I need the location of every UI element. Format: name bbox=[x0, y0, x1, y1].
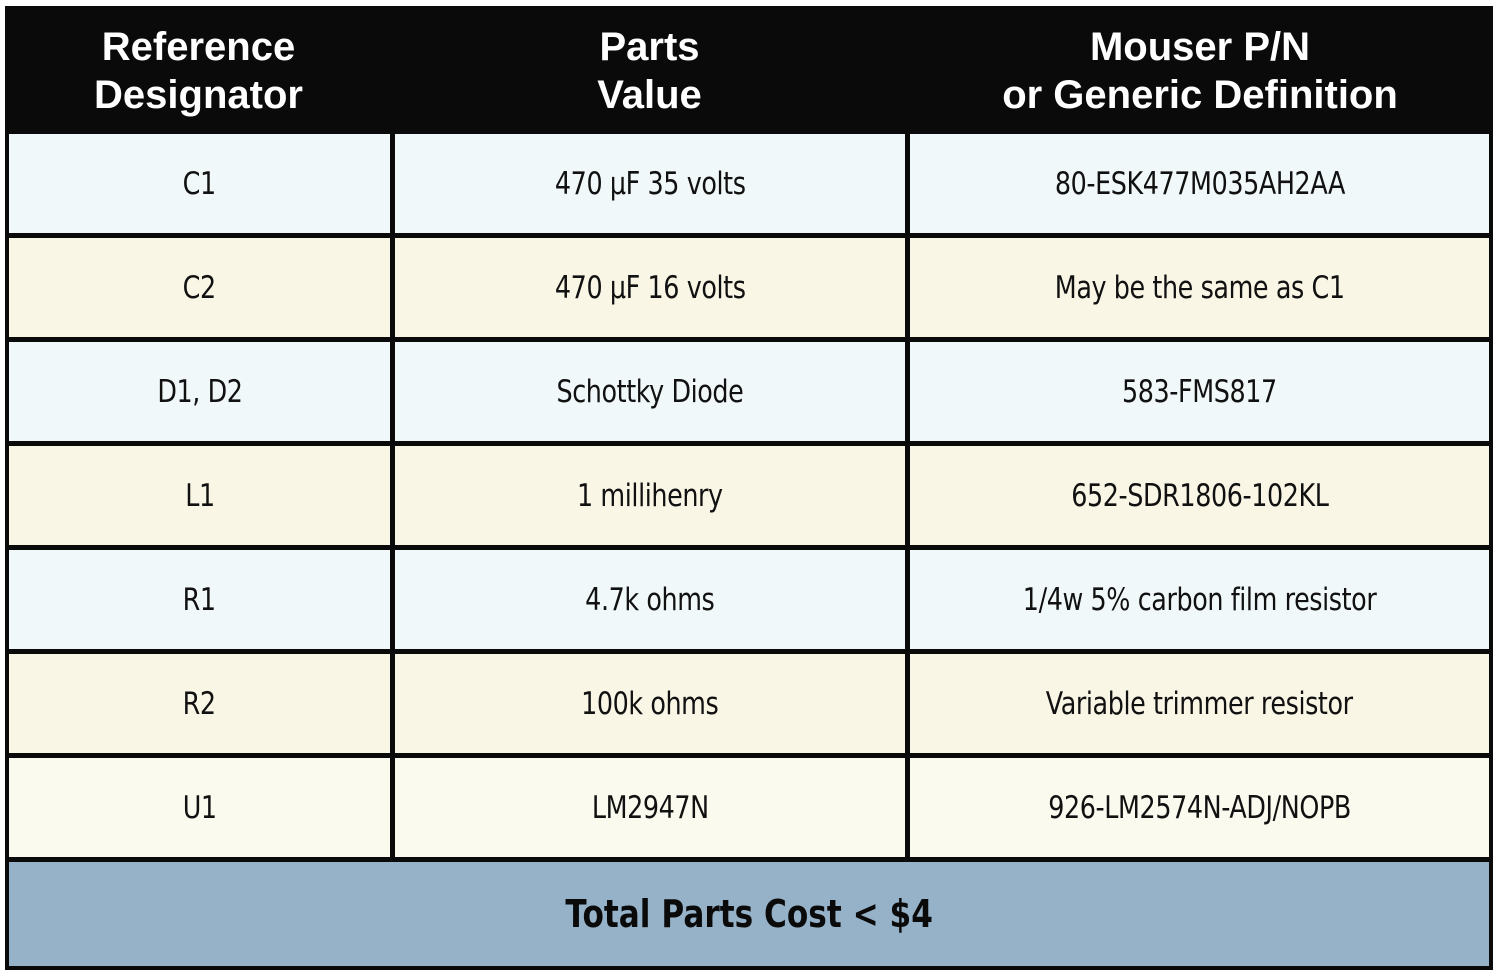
cell-text: 1 millihenry bbox=[577, 477, 723, 514]
cell-text: U1 bbox=[182, 789, 217, 826]
cell-part-number: 1/4w 5% carbon film resistor bbox=[910, 550, 1489, 649]
cell-part-number: 926-LM2574N-ADJ/NOPB bbox=[910, 758, 1489, 857]
cell-value: LM2947N bbox=[395, 758, 905, 857]
table-footer-total: Total Parts Cost < $4 bbox=[9, 862, 1489, 966]
cell-value: 1 millihenry bbox=[395, 446, 905, 545]
cell-part-number: 583-FMS817 bbox=[910, 342, 1489, 441]
table-row: C2 470 µF 16 volts May be the same as C1 bbox=[9, 238, 1489, 337]
cell-value: 100k ohms bbox=[395, 654, 905, 753]
total-cost-label: Total Parts Cost < $4 bbox=[565, 892, 933, 936]
cell-text: 1/4w 5% carbon film resistor bbox=[1022, 581, 1377, 618]
cell-text: 80-ESK477M035AH2AA bbox=[1054, 165, 1345, 202]
cell-text: L1 bbox=[184, 477, 215, 514]
cell-text: Variable trimmer resistor bbox=[1046, 685, 1353, 722]
cell-text: 652-SDR1806-102KL bbox=[1070, 477, 1329, 514]
table-row: D1, D2 Schottky Diode 583-FMS817 bbox=[9, 342, 1489, 441]
cell-value: 4.7k ohms bbox=[395, 550, 905, 649]
cell-part-number: Variable trimmer resistor bbox=[910, 654, 1489, 753]
cell-text: 470 µF 16 volts bbox=[554, 269, 746, 306]
cell-text: Schottky Diode bbox=[556, 373, 744, 410]
table-row: U1 LM2947N 926-LM2574N-ADJ/NOPB bbox=[9, 758, 1489, 857]
cell-text: R2 bbox=[182, 685, 217, 722]
cell-part-number: 652-SDR1806-102KL bbox=[910, 446, 1489, 545]
cell-text: 926-LM2574N-ADJ/NOPB bbox=[1048, 789, 1351, 826]
cell-text: 470 µF 35 volts bbox=[554, 165, 746, 202]
header-line: Parts bbox=[599, 25, 700, 69]
cell-text: May be the same as C1 bbox=[1054, 269, 1345, 306]
cell-value: 470 µF 16 volts bbox=[395, 238, 905, 337]
cell-text: LM2947N bbox=[591, 789, 709, 826]
cell-text: 100k ohms bbox=[581, 685, 719, 722]
cell-reference: R1 bbox=[9, 550, 390, 649]
table-row: R1 4.7k ohms 1/4w 5% carbon film resisto… bbox=[9, 550, 1489, 649]
header-parts-value: Parts Value bbox=[392, 6, 907, 132]
cell-value: Schottky Diode bbox=[395, 342, 905, 441]
cell-value: 470 µF 35 volts bbox=[395, 134, 905, 233]
table-row: R2 100k ohms Variable trimmer resistor bbox=[9, 654, 1489, 753]
cell-reference: L1 bbox=[9, 446, 390, 545]
table-row: C1 470 µF 35 volts 80-ESK477M035AH2AA bbox=[9, 134, 1489, 233]
parts-table: Reference Designator Parts Value Mouser … bbox=[5, 6, 1493, 970]
header-line: Reference bbox=[101, 25, 296, 69]
table-body: C1 470 µF 35 volts 80-ESK477M035AH2AA C2… bbox=[9, 134, 1489, 862]
table-row: L1 1 millihenry 652-SDR1806-102KL bbox=[9, 446, 1489, 545]
cell-text: 583-FMS817 bbox=[1122, 373, 1277, 410]
header-line: Designator bbox=[94, 73, 303, 117]
header-line: or Generic Definition bbox=[1002, 73, 1398, 117]
cell-reference: U1 bbox=[9, 758, 390, 857]
cell-text: R1 bbox=[182, 581, 217, 618]
header-mouser-pn: Mouser P/N or Generic Definition bbox=[907, 6, 1493, 132]
table-header: Reference Designator Parts Value Mouser … bbox=[5, 6, 1493, 132]
cell-reference: C1 bbox=[9, 134, 390, 233]
cell-text: D1, D2 bbox=[156, 373, 243, 410]
cell-part-number: May be the same as C1 bbox=[910, 238, 1489, 337]
header-line: Mouser P/N bbox=[1089, 25, 1311, 69]
cell-part-number: 80-ESK477M035AH2AA bbox=[910, 134, 1489, 233]
cell-reference: D1, D2 bbox=[9, 342, 390, 441]
cell-text: C2 bbox=[182, 269, 217, 306]
cell-reference: C2 bbox=[9, 238, 390, 337]
cell-text: 4.7k ohms bbox=[585, 581, 715, 618]
header-line: Value bbox=[597, 73, 702, 117]
header-reference-designator: Reference Designator bbox=[5, 6, 392, 132]
cell-text: C1 bbox=[182, 165, 217, 202]
cell-reference: R2 bbox=[9, 654, 390, 753]
